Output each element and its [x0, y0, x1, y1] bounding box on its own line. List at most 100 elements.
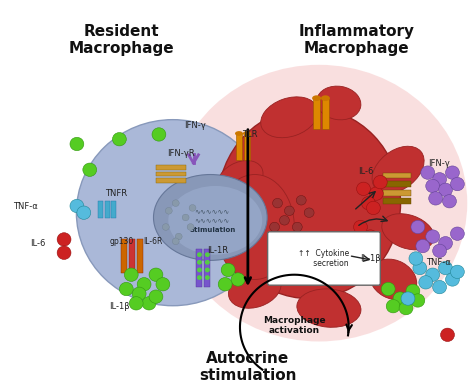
Ellipse shape	[382, 214, 434, 250]
Bar	[111, 201, 117, 219]
Bar	[156, 172, 186, 176]
Circle shape	[401, 292, 415, 305]
Circle shape	[419, 276, 433, 289]
Circle shape	[132, 287, 146, 300]
Text: IL-1β: IL-1β	[361, 254, 381, 263]
Ellipse shape	[317, 86, 361, 120]
Bar	[137, 239, 143, 273]
Text: TNF-α: TNF-α	[13, 201, 37, 210]
Bar	[383, 198, 411, 204]
Circle shape	[356, 182, 370, 196]
Circle shape	[386, 300, 400, 313]
Circle shape	[129, 297, 143, 310]
Ellipse shape	[321, 95, 330, 101]
Bar	[244, 133, 250, 160]
Circle shape	[57, 233, 71, 246]
Text: gp130: gp130	[109, 237, 134, 246]
Text: Autocrine
stimulation: Autocrine stimulation	[199, 351, 297, 384]
Circle shape	[273, 198, 283, 208]
Circle shape	[399, 301, 413, 315]
Bar	[121, 239, 128, 273]
Bar	[383, 181, 411, 187]
Bar	[156, 178, 186, 183]
Circle shape	[197, 252, 202, 257]
Circle shape	[438, 237, 453, 250]
Ellipse shape	[370, 259, 417, 300]
Circle shape	[156, 278, 170, 291]
Ellipse shape	[235, 131, 243, 136]
Circle shape	[205, 275, 210, 280]
Circle shape	[205, 252, 210, 257]
Ellipse shape	[168, 186, 262, 255]
Circle shape	[182, 214, 189, 221]
Circle shape	[354, 220, 367, 234]
Circle shape	[149, 290, 163, 303]
Ellipse shape	[154, 174, 267, 260]
Text: TNF-α: TNF-α	[426, 258, 450, 267]
Circle shape	[433, 244, 447, 258]
Circle shape	[70, 137, 84, 151]
Ellipse shape	[243, 131, 251, 136]
Circle shape	[290, 235, 299, 244]
Circle shape	[411, 294, 425, 307]
Circle shape	[446, 166, 459, 179]
Circle shape	[413, 261, 427, 275]
Ellipse shape	[297, 289, 361, 327]
Circle shape	[426, 230, 439, 243]
Circle shape	[393, 292, 407, 305]
Circle shape	[446, 273, 459, 286]
Circle shape	[187, 224, 194, 230]
Circle shape	[374, 176, 387, 189]
Circle shape	[433, 280, 447, 294]
FancyBboxPatch shape	[268, 232, 380, 285]
Ellipse shape	[218, 108, 401, 299]
Text: Stimulation: Stimulation	[189, 227, 236, 233]
Circle shape	[441, 328, 455, 341]
Circle shape	[163, 224, 169, 230]
Circle shape	[450, 265, 465, 278]
Bar	[129, 239, 135, 273]
Bar	[322, 98, 329, 129]
Circle shape	[218, 278, 232, 291]
Circle shape	[270, 222, 280, 232]
Circle shape	[411, 220, 425, 234]
Circle shape	[433, 172, 447, 186]
Text: TLR: TLR	[242, 130, 257, 139]
Circle shape	[124, 268, 138, 282]
Circle shape	[409, 252, 423, 265]
Circle shape	[175, 233, 182, 240]
Ellipse shape	[261, 97, 318, 138]
Circle shape	[152, 128, 166, 141]
Circle shape	[205, 267, 210, 272]
Ellipse shape	[171, 65, 467, 341]
Text: IL-1R: IL-1R	[207, 246, 228, 255]
Bar	[98, 201, 102, 219]
Ellipse shape	[372, 146, 424, 193]
Text: ∿∿∿∿∿∿: ∿∿∿∿∿∿	[195, 217, 230, 223]
Text: IL-1β: IL-1β	[109, 302, 130, 311]
Circle shape	[280, 215, 290, 225]
Circle shape	[284, 206, 294, 215]
Circle shape	[364, 230, 377, 243]
Text: Resident
Macrophage: Resident Macrophage	[69, 24, 174, 56]
Text: IFN-γ: IFN-γ	[428, 159, 449, 168]
Circle shape	[112, 133, 126, 146]
Circle shape	[416, 239, 430, 253]
Text: TNFR: TNFR	[105, 189, 127, 198]
Bar	[383, 172, 411, 178]
Circle shape	[296, 196, 306, 205]
Ellipse shape	[312, 95, 321, 101]
Bar	[383, 190, 411, 196]
Bar	[313, 98, 320, 129]
Bar	[204, 249, 210, 287]
Circle shape	[366, 201, 380, 215]
Circle shape	[205, 260, 210, 265]
Circle shape	[189, 204, 196, 211]
Circle shape	[450, 227, 465, 240]
Circle shape	[70, 199, 84, 213]
Circle shape	[381, 282, 395, 296]
Circle shape	[83, 163, 97, 176]
Text: IL-6: IL-6	[358, 167, 374, 176]
Bar	[236, 133, 242, 160]
Text: IFN-γR: IFN-γR	[167, 149, 194, 158]
